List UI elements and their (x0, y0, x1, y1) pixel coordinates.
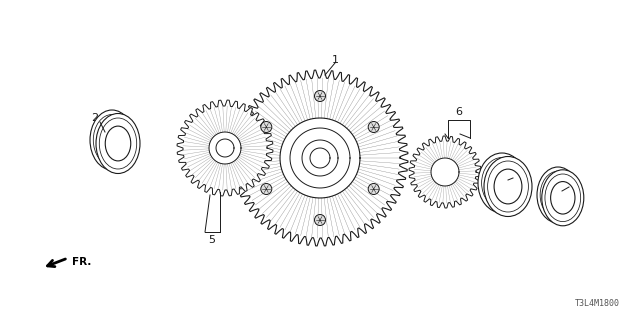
Text: FR.: FR. (72, 257, 92, 267)
Ellipse shape (550, 181, 575, 214)
Ellipse shape (540, 171, 576, 219)
Ellipse shape (261, 122, 272, 132)
Ellipse shape (90, 110, 134, 170)
Ellipse shape (488, 166, 516, 200)
Ellipse shape (482, 157, 522, 209)
Text: 3: 3 (511, 168, 518, 178)
Ellipse shape (545, 174, 580, 222)
Ellipse shape (488, 161, 529, 212)
Ellipse shape (99, 118, 137, 169)
Polygon shape (409, 136, 481, 208)
Ellipse shape (368, 122, 379, 132)
Ellipse shape (96, 114, 140, 173)
Text: 4: 4 (568, 178, 575, 188)
Ellipse shape (542, 170, 584, 226)
Ellipse shape (494, 169, 522, 204)
Ellipse shape (537, 167, 579, 223)
Ellipse shape (93, 115, 131, 165)
Ellipse shape (314, 91, 326, 101)
Ellipse shape (261, 183, 272, 195)
Ellipse shape (546, 179, 570, 211)
Text: 2: 2 (92, 113, 99, 123)
Ellipse shape (99, 123, 125, 157)
Ellipse shape (368, 183, 379, 195)
Ellipse shape (484, 156, 532, 217)
Text: 6: 6 (456, 107, 463, 117)
Polygon shape (177, 100, 273, 196)
Ellipse shape (478, 153, 526, 213)
Text: T3L4M1800: T3L4M1800 (575, 299, 620, 308)
Text: 5: 5 (209, 235, 216, 245)
Ellipse shape (314, 214, 326, 226)
Ellipse shape (105, 126, 131, 161)
Text: 1: 1 (332, 55, 339, 65)
Polygon shape (232, 70, 408, 246)
